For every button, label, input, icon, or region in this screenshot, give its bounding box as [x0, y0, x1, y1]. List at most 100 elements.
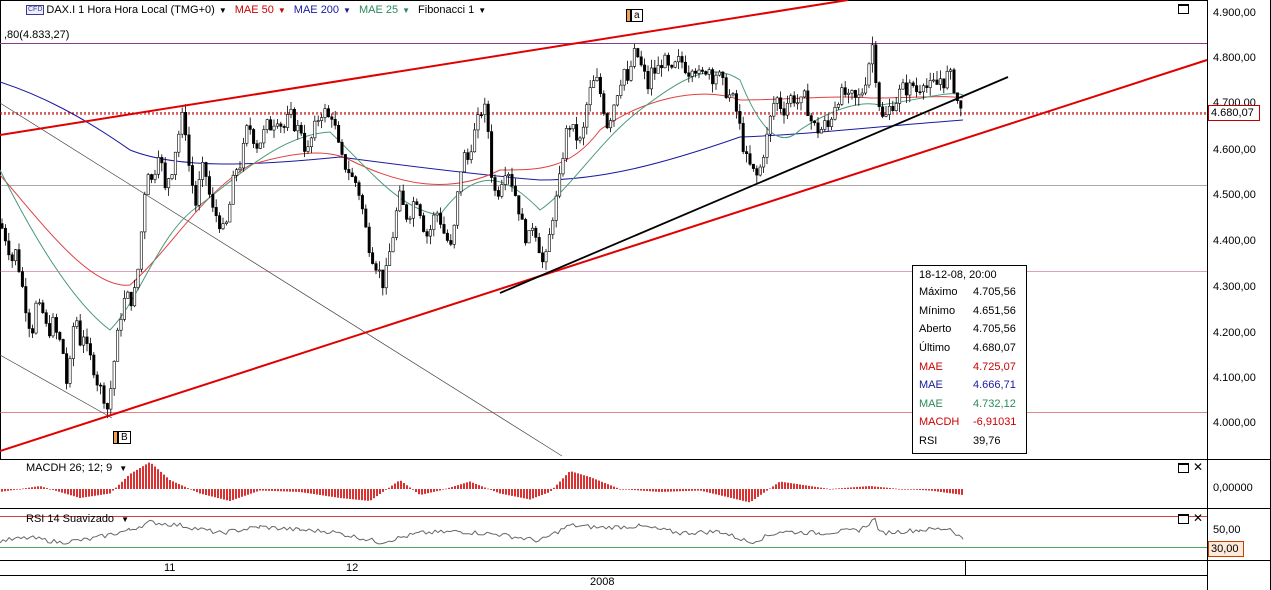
- macd-bar: [247, 489, 249, 495]
- macd-bar: [928, 489, 930, 491]
- mae200-selector[interactable]: MAE 200 ▼: [294, 4, 351, 16]
- candle-body: [126, 291, 130, 299]
- candle-body: [768, 115, 772, 135]
- macd-bar: [325, 489, 327, 496]
- maximize-icon[interactable]: [1178, 463, 1189, 473]
- chevron-down-icon[interactable]: ▼: [121, 515, 130, 524]
- macd-bar: [238, 489, 240, 498]
- candle-body: [884, 114, 888, 117]
- upper-trendline[interactable]: [0, 0, 849, 136]
- macd-bar: [445, 488, 447, 490]
- candle-body: [578, 137, 582, 141]
- chevron-down-icon[interactable]: ▼: [119, 464, 128, 473]
- chevron-down-icon[interactable]: ▼: [218, 5, 227, 15]
- macd-bar: [208, 489, 210, 496]
- candle-body: [612, 104, 616, 121]
- tooltip-key: MAE: [919, 397, 943, 410]
- instrument-selector[interactable]: CFD DAX.I 1 Hora Hora Local (TMG+0) ▼: [26, 4, 227, 16]
- macd-bar: [124, 478, 126, 489]
- chevron-down-icon[interactable]: ▼: [277, 5, 286, 15]
- macd-bar: [367, 489, 369, 501]
- candle-body: [364, 208, 368, 228]
- macd-bar: [76, 489, 78, 498]
- candle-body: [813, 120, 817, 124]
- macd-bar: [283, 489, 285, 492]
- lower-trendline[interactable]: [0, 59, 1208, 452]
- chevron-down-icon[interactable]: ▼: [343, 5, 351, 15]
- macd-bar: [763, 489, 765, 493]
- macd-bar: [307, 489, 309, 494]
- y-tick-label: 4.600,00: [1213, 144, 1256, 156]
- rsi-line[interactable]: [0, 517, 964, 545]
- rsi-label[interactable]: RSI 14 Suavizado ▼: [26, 513, 129, 525]
- macd-bar: [352, 489, 354, 500]
- macd-bar: [700, 489, 702, 491]
- macd-bar: [265, 489, 267, 491]
- candle-body: [456, 191, 460, 226]
- candle-body: [343, 154, 347, 170]
- macd-bar: [151, 463, 153, 489]
- macd-bar: [922, 489, 924, 491]
- gray-trendline-2[interactable]: [0, 354, 113, 419]
- chevron-down-icon[interactable]: ▼: [402, 5, 411, 15]
- candle-body: [24, 286, 28, 314]
- candle-body: [870, 44, 874, 65]
- macd-bar: [661, 489, 663, 492]
- mae200-label: MAE 200: [293, 4, 340, 16]
- maximize-icon[interactable]: [1178, 514, 1189, 524]
- candle-body: [167, 178, 171, 189]
- candle-body: [71, 326, 75, 359]
- marker-a[interactable]: a: [626, 9, 643, 22]
- maximize-icon[interactable]: [1178, 4, 1189, 14]
- macd-bar: [826, 488, 828, 490]
- gray-trendline-1[interactable]: [0, 102, 563, 457]
- macd-bar: [235, 489, 237, 499]
- macd-bar: [70, 489, 72, 496]
- macd-bar: [556, 484, 558, 489]
- chevron-down-icon[interactable]: ▼: [478, 5, 487, 15]
- macd-bar: [427, 489, 429, 494]
- candle-body: [643, 64, 647, 72]
- macd-bar: [931, 489, 933, 491]
- macd-bar: [199, 489, 201, 494]
- close-icon[interactable]: ✕: [1193, 511, 1204, 525]
- mae50-selector[interactable]: MAE 50 ▼: [235, 4, 286, 16]
- candle-body: [272, 125, 276, 131]
- macd-bar: [949, 489, 951, 494]
- tooltip-value: 4.705,56: [973, 323, 1016, 336]
- candle-body: [802, 90, 806, 98]
- candle-body: [143, 194, 147, 233]
- candle-body: [792, 95, 796, 104]
- mae-25-line[interactable]: [0, 71, 964, 331]
- macd-bar: [802, 484, 804, 489]
- tooltip-key: MACDH: [919, 416, 960, 429]
- macd-bar: [640, 489, 642, 491]
- candle-body: [122, 298, 126, 320]
- macd-bar: [382, 489, 384, 492]
- candle-body: [891, 106, 895, 111]
- macd-bar: [7, 489, 9, 491]
- candle-body: [507, 174, 511, 176]
- candle-body: [513, 185, 517, 196]
- macd-label[interactable]: MACDH 26; 12; 9 ▼: [26, 462, 127, 474]
- mae25-selector[interactable]: MAE 25 ▼: [359, 4, 410, 16]
- close-icon[interactable]: ✕: [1193, 460, 1204, 474]
- candle-body: [360, 195, 364, 210]
- macd-bar: [601, 481, 603, 489]
- macd-bar: [598, 480, 600, 489]
- x-axis-year: 2008: [590, 576, 615, 588]
- macd-bar: [82, 489, 84, 498]
- candle-body: [286, 114, 290, 128]
- marker-b[interactable]: B: [113, 431, 131, 444]
- fib-level-label: ,80(4.833,27): [4, 29, 70, 41]
- macd-bar: [64, 489, 66, 494]
- macd-bar: [829, 489, 831, 490]
- candle-body: [670, 64, 674, 68]
- candle-body: [779, 97, 783, 109]
- tooltip-row: MAE 4.666,71: [913, 376, 1026, 395]
- fibonacci-selector[interactable]: Fibonacci 1 ▼: [418, 4, 486, 16]
- candle-body: [279, 123, 283, 127]
- candle-body: [92, 354, 96, 376]
- macd-bar: [259, 489, 261, 491]
- black-trendline[interactable]: [499, 76, 1009, 294]
